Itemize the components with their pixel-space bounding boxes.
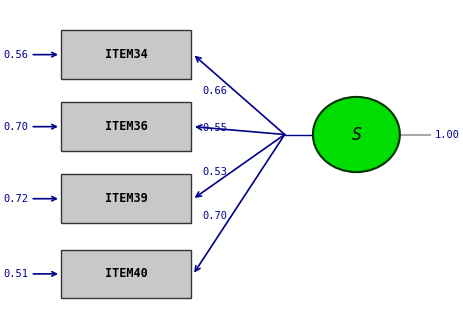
Text: 0.72: 0.72 [3,194,28,204]
Ellipse shape [312,97,399,172]
Text: S: S [350,125,361,143]
FancyBboxPatch shape [61,250,191,298]
Text: 0.55: 0.55 [202,123,226,133]
Text: 0.70: 0.70 [3,122,28,132]
Text: 0.56: 0.56 [3,50,28,60]
Text: ITEM39: ITEM39 [105,192,147,205]
FancyBboxPatch shape [61,174,191,223]
Text: 0.53: 0.53 [202,167,226,177]
Text: 0.70: 0.70 [202,211,226,221]
Text: 1.00: 1.00 [434,130,459,139]
FancyBboxPatch shape [61,102,191,151]
Text: 0.66: 0.66 [202,86,226,96]
Text: 0.51: 0.51 [3,269,28,279]
Text: ITEM40: ITEM40 [105,267,147,280]
Text: ITEM34: ITEM34 [105,48,147,61]
Text: ITEM36: ITEM36 [105,120,147,133]
FancyBboxPatch shape [61,30,191,79]
